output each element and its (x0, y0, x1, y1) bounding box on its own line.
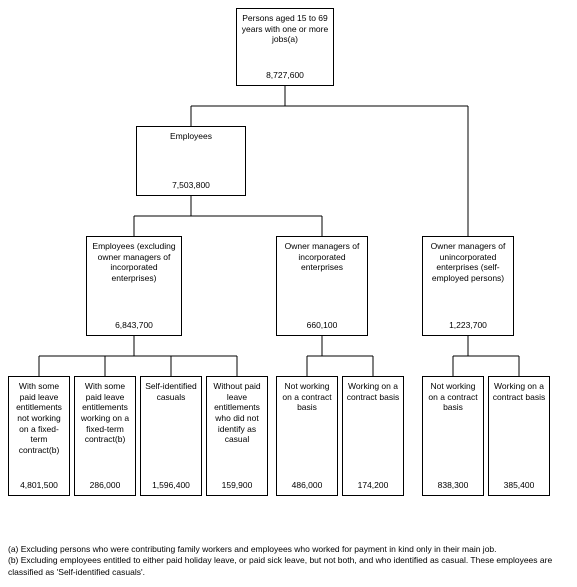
org-tree-diagram: Persons aged 15 to 69 years with one or … (8, 8, 569, 538)
tree-node: Self-identified casuals1,596,400 (140, 376, 202, 496)
tree-node: Not working on a contract basis486,000 (276, 376, 338, 496)
node-label: Owner managers of unincorporated enterpr… (426, 241, 510, 318)
node-value: 1,223,700 (426, 318, 510, 331)
node-label: Owner managers of incorporated enterpris… (280, 241, 364, 318)
node-label: With some paid leave entitlements not wo… (12, 381, 66, 478)
node-value: 660,100 (280, 318, 364, 331)
tree-node: Employees (excluding owner managers of i… (86, 236, 182, 336)
node-label: Not working on a contract basis (280, 381, 334, 478)
node-label: Working on a contract basis (492, 381, 546, 478)
node-label: Employees (140, 131, 242, 178)
tree-node: With some paid leave entitlements not wo… (8, 376, 70, 496)
node-label: Working on a contract basis (346, 381, 400, 478)
node-value: 6,843,700 (90, 318, 178, 331)
footnotes: (a) Excluding persons who were contribut… (8, 544, 569, 578)
node-label: Persons aged 15 to 69 years with one or … (240, 13, 330, 68)
tree-node: Working on a contract basis385,400 (488, 376, 550, 496)
tree-node: Owner managers of unincorporated enterpr… (422, 236, 514, 336)
node-label: Without paid leave entitlements who did … (210, 381, 264, 478)
tree-node: Without paid leave entitlements who did … (206, 376, 268, 496)
node-label: With some paid leave entitlements workin… (78, 381, 132, 478)
tree-node: Persons aged 15 to 69 years with one or … (236, 8, 334, 86)
node-value: 174,200 (346, 478, 400, 491)
node-value: 1,596,400 (144, 478, 198, 491)
node-value: 486,000 (280, 478, 334, 491)
tree-node: With some paid leave entitlements workin… (74, 376, 136, 496)
node-value: 838,300 (426, 478, 480, 491)
tree-node: Owner managers of incorporated enterpris… (276, 236, 368, 336)
tree-node: Not working on a contract basis838,300 (422, 376, 484, 496)
node-value: 4,801,500 (12, 478, 66, 491)
node-value: 7,503,800 (140, 178, 242, 191)
footnote-a: (a) Excluding persons who were contribut… (8, 544, 569, 555)
tree-node: Employees7,503,800 (136, 126, 246, 196)
node-value: 286,000 (78, 478, 132, 491)
node-value: 8,727,600 (240, 68, 330, 81)
tree-node: Working on a contract basis174,200 (342, 376, 404, 496)
node-label: Self-identified casuals (144, 381, 198, 478)
node-value: 159,900 (210, 478, 264, 491)
node-value: 385,400 (492, 478, 546, 491)
node-label: Not working on a contract basis (426, 381, 480, 478)
node-label: Employees (excluding owner managers of i… (90, 241, 178, 318)
footnote-b: (b) Excluding employees entitled to eith… (8, 555, 569, 578)
